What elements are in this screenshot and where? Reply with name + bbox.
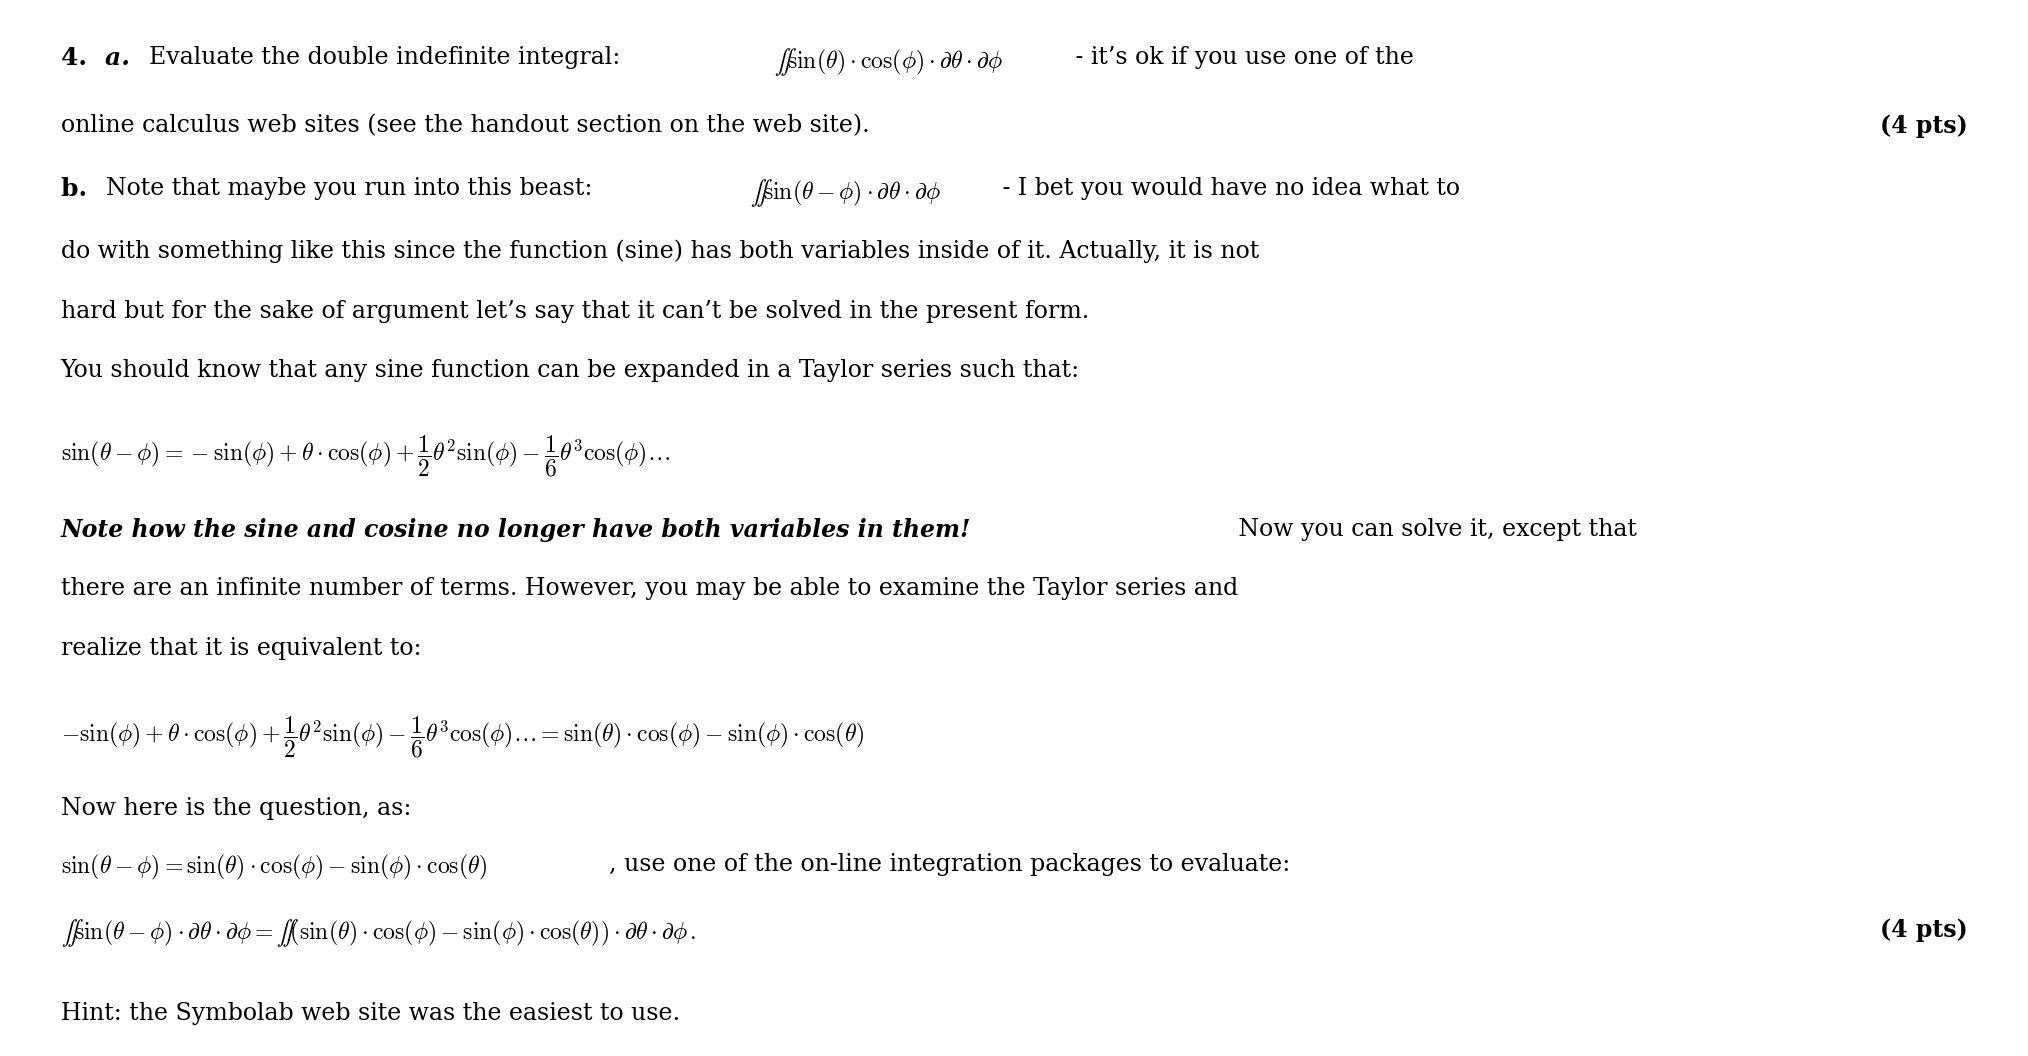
Text: $\iint\!\sin(\theta-\phi)\cdot\partial\theta\cdot\partial\phi$: $\iint\!\sin(\theta-\phi)\cdot\partial\t… (750, 177, 941, 209)
Text: $\sin(\theta-\phi)=-\sin(\phi)+\theta\cdot\cos(\phi)+\dfrac{1}{2}\theta^{2}\sin(: $\sin(\theta-\phi)=-\sin(\phi)+\theta\cd… (61, 434, 669, 479)
Text: b.: b. (61, 177, 95, 201)
Text: there are an infinite number of terms. However, you may be able to examine the T: there are an infinite number of terms. H… (61, 578, 1237, 600)
Text: $-\sin(\phi)+\theta\cdot\cos(\phi)+\dfrac{1}{2}\theta^{2}\sin(\phi)-\dfrac{1}{6}: $-\sin(\phi)+\theta\cdot\cos(\phi)+\dfra… (61, 715, 864, 760)
Text: Now here is the question, as:: Now here is the question, as: (61, 797, 412, 821)
Text: $\iint\!\sin(\theta-\phi)\cdot\partial\theta\cdot\partial\phi = \iint\!(\sin(\th: $\iint\!\sin(\theta-\phi)\cdot\partial\t… (61, 918, 696, 949)
Text: $\sin(\theta-\phi)=\sin(\theta)\cdot\cos(\phi)-\sin(\phi)\cdot\cos(\theta)$: $\sin(\theta-\phi)=\sin(\theta)\cdot\cos… (61, 853, 487, 882)
Text: online calculus web sites (see the handout section on the web site).: online calculus web sites (see the hando… (61, 114, 870, 137)
Text: 4.: 4. (61, 46, 95, 70)
Text: Note that maybe you run into this beast:: Note that maybe you run into this beast: (105, 177, 606, 200)
Text: hard but for the sake of argument let’s say that it can’t be solved in the prese: hard but for the sake of argument let’s … (61, 300, 1089, 323)
Text: realize that it is equivalent to:: realize that it is equivalent to: (61, 637, 422, 660)
Text: do with something like this since the function (sine) has both variables inside : do with something like this since the fu… (61, 240, 1259, 263)
Text: Evaluate the double indefinite integral:: Evaluate the double indefinite integral: (148, 46, 635, 69)
Text: a.: a. (105, 46, 140, 70)
Text: Note how the sine and cosine no longer have both variables in them!: Note how the sine and cosine no longer h… (61, 517, 971, 542)
Text: (4 pts): (4 pts) (1880, 918, 1967, 942)
Text: $\iint\!\sin(\theta)\cdot\cos(\phi)\cdot\partial\theta\cdot\partial\phi$: $\iint\!\sin(\theta)\cdot\cos(\phi)\cdot… (773, 46, 1002, 78)
Text: Now you can solve it, except that: Now you can solve it, except that (1231, 517, 1637, 541)
Text: - it’s ok if you use one of the: - it’s ok if you use one of the (1067, 46, 1414, 69)
Text: - I bet you would have no idea what to: - I bet you would have no idea what to (996, 177, 1460, 200)
Text: Hint: the Symbolab web site was the easiest to use.: Hint: the Symbolab web site was the easi… (61, 1001, 679, 1024)
Text: You should know that any sine function can be expanded in a Taylor series such t: You should know that any sine function c… (61, 359, 1079, 382)
Text: (4 pts): (4 pts) (1880, 114, 1967, 138)
Text: , use one of the on-line integration packages to evaluate:: , use one of the on-line integration pac… (608, 853, 1290, 875)
